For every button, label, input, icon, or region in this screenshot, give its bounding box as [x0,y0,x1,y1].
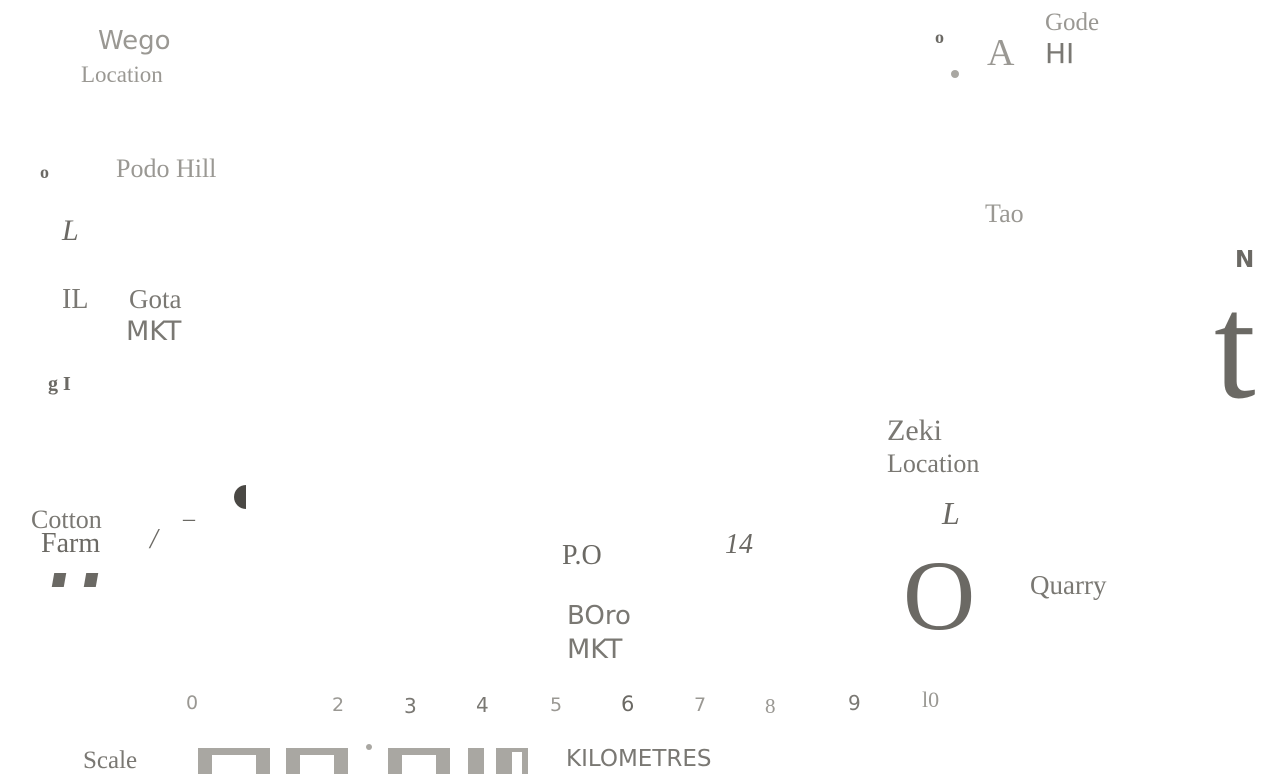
north-label: N [1235,247,1255,273]
scale-label: Scale [83,747,138,774]
map-symbol-o-left: o [40,162,49,182]
map-symbol-o-top: o [935,27,944,47]
place-label-boro-mkt: MKT [567,634,623,665]
place-label-farm: Farm [41,528,101,559]
scale-tick: 2 [332,694,345,716]
place-label-tao: Tao [985,199,1024,228]
scale-tick: 6 [621,692,635,716]
place-label-zeki: Zeki [887,414,942,447]
place-label-gota-mkt: MKT [126,316,182,347]
north-arrow-icon: t [1214,264,1256,430]
place-label-po: P.O [562,540,602,571]
place-label-boro: BOro [567,601,631,631]
map-symbol-mark-2 [83,573,99,587]
map-symbol-l-2: L [942,495,960,531]
place-label-gota: Gota [129,284,182,314]
place-label-podo-hill: Podo Hill [116,154,217,183]
scale-tick: 9 [848,691,861,715]
map-symbol-slash: / [150,524,158,555]
map-symbol-il: IL [62,284,89,315]
scale-tick: 3 [404,694,417,718]
map-symbol-half-circle [234,485,246,509]
scale-tick: l0 [922,687,940,712]
road-number-14: 14 [725,529,753,560]
scale-unit-label: KILOMETRES [566,746,712,772]
map-symbol-mark-1 [51,573,67,587]
scale-tick: 8 [765,694,776,718]
scale-tick: 5 [550,694,563,716]
quarry-symbol-o: O [903,540,976,651]
map-symbol-a-top: A [987,32,1015,74]
scale-tick: 7 [694,694,707,716]
place-label-wego: Wego [98,26,171,56]
scale-bar [198,744,558,774]
map-symbol-g-i: g I [48,373,71,395]
scale-tick: 0 [186,692,199,714]
place-label-quarry: Quarry [1030,570,1107,600]
place-label-zeki-location: Location [887,449,980,478]
place-label-gode-hi: HI [1045,37,1075,70]
map-point-dot [951,70,959,78]
map-symbol-dash: – [183,506,195,532]
map-symbol-l-1: L [62,214,79,247]
place-label-cotton: Cotton [31,505,102,534]
scale-tick: 4 [476,693,489,717]
place-label-gode: Gode [1045,9,1100,36]
place-label-wego-location: Location [81,62,163,87]
